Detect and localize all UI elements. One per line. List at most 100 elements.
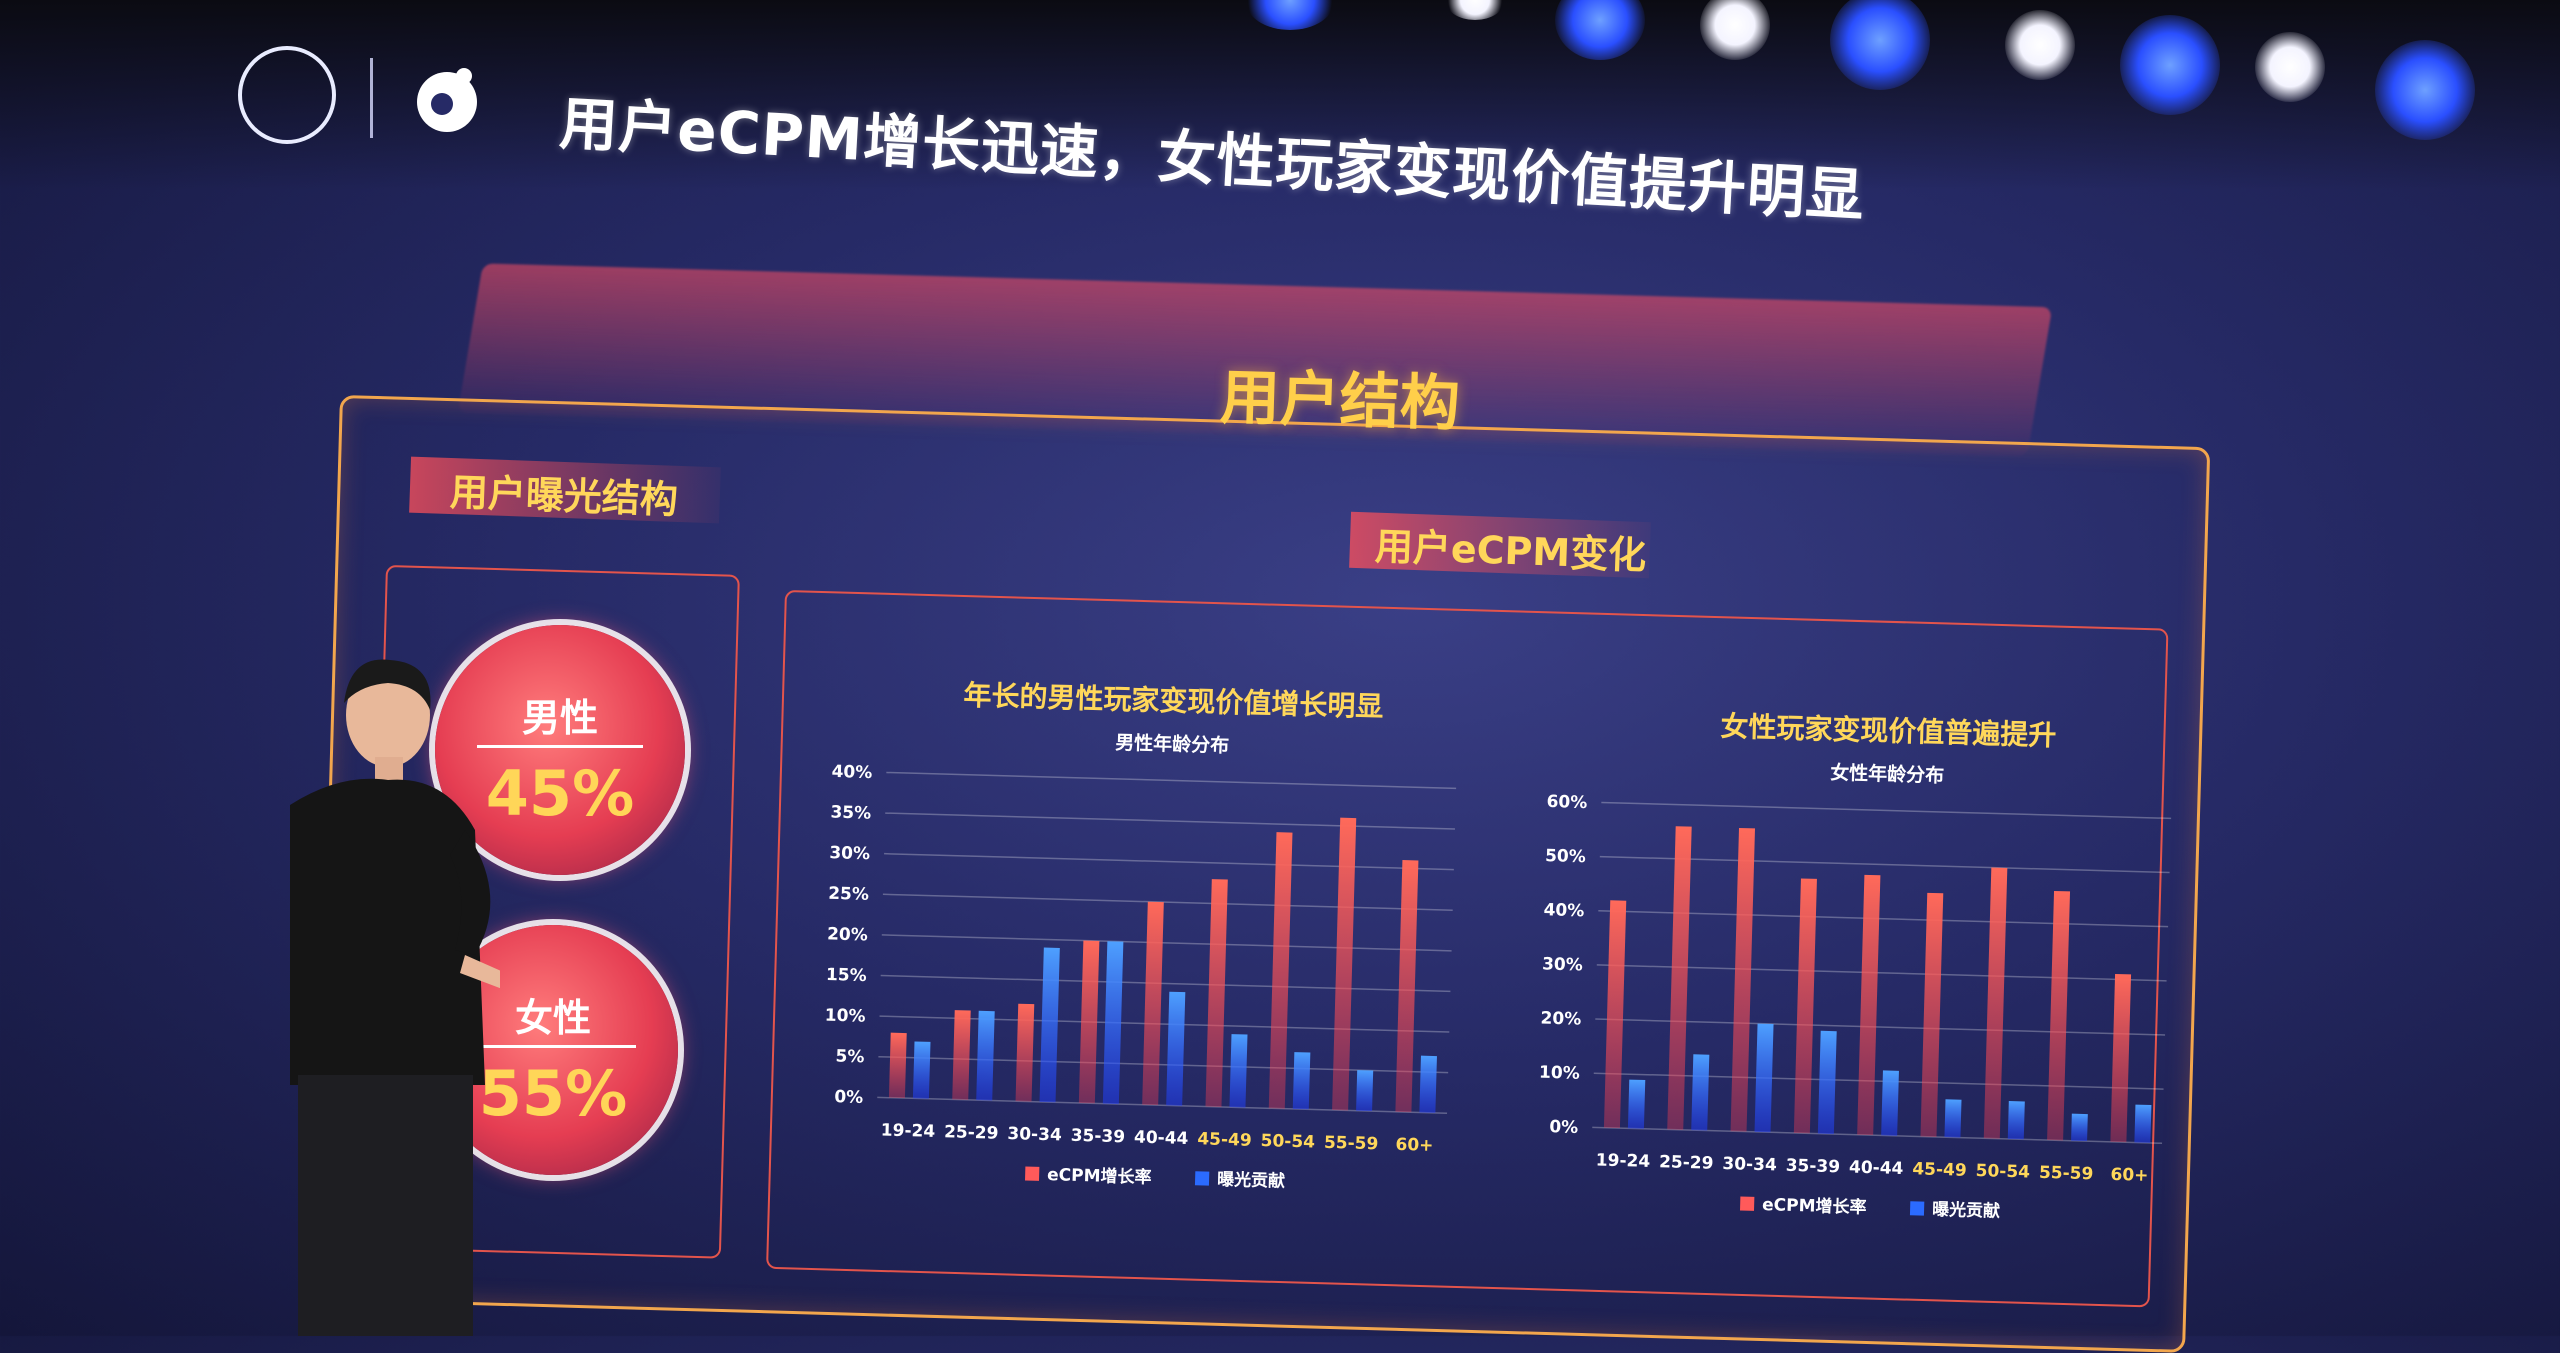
bar-exposure-share [2007, 1101, 2025, 1140]
bar-ecpm-growth [1015, 1003, 1035, 1102]
bar-ecpm-growth [1142, 901, 1164, 1106]
bar-ecpm-growth [1793, 878, 1817, 1134]
ecpm-title: 用户eCPM变化 [1374, 524, 1647, 578]
chart-subtitle: 男性年龄分布 [1115, 731, 1230, 757]
legend-swatch [1909, 1201, 1925, 1216]
bar-ecpm-growth [1395, 860, 1419, 1113]
x-tick-label: 55-59 [2039, 1163, 2094, 1185]
legend-swatch [1194, 1171, 1210, 1186]
bar-ecpm-growth [2110, 973, 2132, 1143]
y-tick-label: 0% [1549, 1117, 1578, 1138]
bar-ecpm-growth [1332, 817, 1357, 1111]
gridline [1593, 1072, 2164, 1090]
exposure-title: 用户曝光结构 [449, 470, 679, 522]
logo-divider [370, 58, 373, 138]
x-tick-label: 30-34 [1722, 1154, 1777, 1176]
presenter [290, 659, 500, 1336]
male-value: 45% [485, 757, 635, 830]
bar-exposure-share [976, 1010, 995, 1101]
y-tick-label: 60% [1546, 792, 1587, 813]
chart-subtitle: 女性年龄分布 [1830, 761, 1945, 787]
section-title: 用户结构 [1218, 362, 1461, 440]
x-tick-label: 55-59 [1324, 1133, 1379, 1155]
y-tick-label: 50% [1545, 846, 1586, 867]
bar-ecpm-growth [1268, 832, 1293, 1109]
legend-label: eCPM增长率 [1762, 1194, 1867, 1218]
y-tick-label: 40% [831, 762, 872, 783]
gridline [881, 934, 1452, 952]
x-tick-label: 40-44 [1134, 1128, 1189, 1150]
chart-title: 年长的男性玩家变现价值增长明显 [963, 679, 1384, 724]
female-label: 女性 [514, 996, 591, 1040]
stage-light [2120, 15, 2220, 115]
bar-ecpm-growth [1730, 827, 1756, 1132]
y-tick-label: 10% [1539, 1063, 1580, 1084]
bar-ecpm-growth [1920, 892, 1944, 1137]
bar-exposure-share [1754, 1023, 1774, 1133]
x-tick-label: 50-54 [1975, 1161, 2030, 1183]
male-label: 男性 [521, 696, 598, 740]
x-tick-label: 60+ [1395, 1135, 1433, 1156]
x-tick-label: 45-49 [1197, 1129, 1252, 1151]
x-tick-label: 50-54 [1260, 1131, 1315, 1153]
x-tick-label: 30-34 [1007, 1124, 1062, 1146]
bar-exposure-share [1229, 1034, 1248, 1108]
brand-logo [417, 68, 477, 132]
bar-exposure-share [1691, 1054, 1710, 1131]
bar-exposure-share [1102, 941, 1124, 1105]
gridline [885, 812, 1455, 830]
bar-ecpm-growth [1603, 900, 1627, 1129]
bar-exposure-share [912, 1041, 931, 1099]
bar-ecpm-growth [1205, 879, 1228, 1107]
bar-ecpm-growth [2047, 890, 2071, 1141]
stage-light [1700, 0, 1770, 60]
bar-ecpm-growth [952, 1010, 971, 1100]
bar-exposure-share [1881, 1070, 1899, 1136]
bar-exposure-share [1944, 1099, 1962, 1138]
stage-light [2375, 40, 2475, 140]
stage-light [1445, 0, 1505, 20]
gridline [884, 852, 1454, 871]
bar-ecpm-growth [1667, 826, 1692, 1130]
bar-ecpm-growth [1078, 940, 1100, 1104]
y-tick-label: 25% [828, 884, 869, 905]
x-tick-label: 40-44 [1849, 1158, 1904, 1180]
y-tick-label: 10% [825, 1006, 866, 1027]
legend-swatch [1024, 1166, 1040, 1181]
y-tick-label: 40% [1543, 900, 1584, 921]
bar-exposure-share [1627, 1079, 1646, 1129]
x-tick-label: 60+ [2110, 1165, 2148, 1186]
stage-light [2255, 32, 2325, 102]
gridline [878, 1055, 1449, 1074]
y-tick-label: 20% [827, 924, 868, 945]
gridline [880, 974, 1451, 993]
y-tick-label: 30% [1542, 954, 1583, 975]
gridline [886, 771, 1457, 790]
x-tick-label: 25-29 [1659, 1152, 1714, 1174]
y-tick-label: 0% [834, 1087, 863, 1108]
x-tick-label: 25-29 [944, 1122, 999, 1144]
bar-exposure-share [1166, 991, 1186, 1106]
legend-label: 曝光贡献 [1217, 1169, 1286, 1192]
gridline [1592, 1126, 2163, 1145]
gridline [1601, 801, 2172, 820]
x-tick-label: 19-24 [1596, 1150, 1651, 1172]
gridline [879, 1015, 1450, 1033]
bar-exposure-share [1356, 1070, 1374, 1112]
bar-exposure-share [1292, 1052, 1311, 1110]
partner-logo [238, 46, 336, 144]
x-tick-label: 45-49 [1912, 1159, 1967, 1181]
bar-ecpm-growth [888, 1032, 907, 1099]
bar-exposure-share [1419, 1055, 1437, 1113]
stage-light [2005, 10, 2075, 80]
bar-exposure-share [2134, 1104, 2152, 1143]
legend-swatch [1739, 1196, 1755, 1211]
legend-label: eCPM增长率 [1047, 1164, 1152, 1188]
y-tick-label: 35% [830, 803, 871, 824]
gridline [1599, 855, 2170, 874]
gridline [1595, 1018, 2166, 1036]
bar-exposure-share [1039, 947, 1060, 1103]
